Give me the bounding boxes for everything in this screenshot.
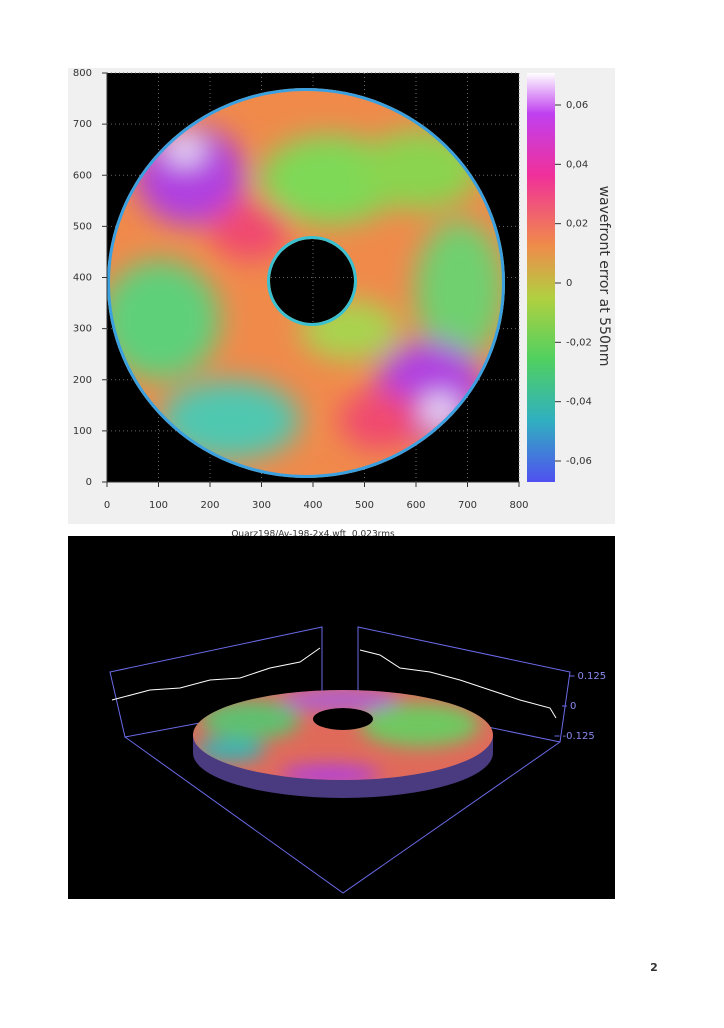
y-tick-label: 700 — [73, 119, 92, 130]
colorbar-tick-label: 0 — [566, 278, 572, 289]
y-tick-label: 300 — [73, 324, 92, 335]
caption: Quarz198/Av-198-2x4.wft 0.023rms — [231, 530, 395, 540]
y-tick-label: 0 — [86, 477, 92, 488]
x-tick-label: 800 — [509, 500, 528, 511]
colorbar — [527, 73, 555, 482]
figure-2 — [68, 536, 615, 899]
wall-right — [357, 626, 571, 743]
x-tick-label: 100 — [149, 500, 168, 511]
profile-left — [111, 647, 321, 701]
z-tick-label: -0.125 — [563, 731, 595, 742]
disk-3d — [192, 689, 494, 781]
z-tick-label: 0 — [570, 701, 576, 712]
x-tick-label: 500 — [355, 500, 374, 511]
x-tick-label: 700 — [458, 500, 477, 511]
x-tick-label: 200 — [200, 500, 219, 511]
colorbar-tick-label: 0,04 — [566, 159, 588, 170]
z-tick-label: 0.125 — [578, 671, 607, 682]
y-tick-label: 100 — [73, 426, 92, 437]
figure-panel — [68, 536, 615, 899]
colorbar-tick-label: -0,04 — [566, 397, 592, 408]
x-tick-label: 400 — [303, 500, 322, 511]
x-tick-label: 0 — [104, 500, 110, 511]
y-tick-label: 500 — [73, 221, 92, 232]
y-tick-label: 200 — [73, 375, 92, 386]
page-number: 2 — [650, 961, 658, 974]
x-tick-label: 600 — [406, 500, 425, 511]
colorbar-tick-label: 0,02 — [566, 219, 588, 230]
x-tick-label: 300 — [252, 500, 271, 511]
wavefront-map — [107, 88, 505, 478]
colorbar-tick-label: -0,06 — [566, 456, 592, 467]
y-tick-label: 600 — [73, 170, 92, 181]
y-tick-label: 800 — [73, 68, 92, 79]
colorbar-tick-label: 0,06 — [566, 100, 588, 111]
colorbar-tick-label: -0,02 — [566, 337, 592, 348]
profile-right — [359, 649, 557, 719]
figure-1: wavefront error at 550nm Quarz198/Av-198… — [68, 68, 615, 540]
base-frame — [124, 736, 561, 894]
y-tick-label: 400 — [73, 273, 92, 284]
colorbar-label: wavefront error at 550nm — [596, 186, 612, 367]
